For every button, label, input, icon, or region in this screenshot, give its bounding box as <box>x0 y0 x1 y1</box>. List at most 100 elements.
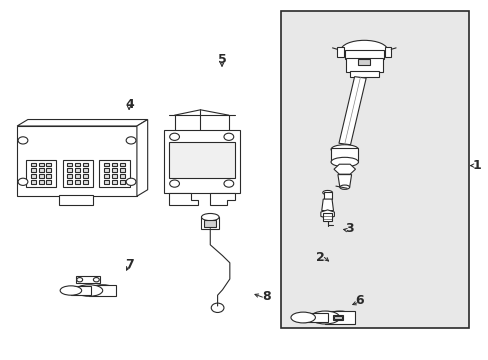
Bar <box>39 180 43 184</box>
Ellipse shape <box>201 213 219 221</box>
Bar <box>112 180 117 184</box>
Text: 3: 3 <box>345 222 353 235</box>
Bar <box>349 71 378 77</box>
Ellipse shape <box>310 311 339 324</box>
Bar <box>62 160 93 187</box>
Bar <box>31 168 36 172</box>
Bar <box>303 313 327 322</box>
Bar <box>120 168 124 172</box>
Bar <box>201 217 219 229</box>
Bar <box>333 316 341 319</box>
Circle shape <box>126 137 136 144</box>
Bar <box>323 213 331 221</box>
Text: 2: 2 <box>315 251 324 264</box>
Bar <box>163 130 239 193</box>
Bar <box>59 195 92 205</box>
Bar <box>120 163 124 166</box>
Ellipse shape <box>89 285 116 296</box>
Circle shape <box>224 180 233 187</box>
Bar <box>323 192 331 199</box>
Polygon shape <box>321 199 333 211</box>
Ellipse shape <box>290 312 315 323</box>
Bar <box>67 163 72 166</box>
Bar <box>168 142 234 178</box>
Polygon shape <box>320 210 334 219</box>
Ellipse shape <box>340 40 387 60</box>
Polygon shape <box>210 193 234 205</box>
Bar <box>71 286 91 295</box>
Text: 4: 4 <box>125 98 134 111</box>
Text: 8: 8 <box>262 291 270 303</box>
Bar <box>75 168 80 172</box>
Bar <box>112 163 117 166</box>
Circle shape <box>126 178 136 185</box>
Ellipse shape <box>330 145 358 154</box>
Bar <box>204 220 216 227</box>
Text: 5: 5 <box>218 53 226 66</box>
Bar <box>39 174 43 178</box>
Polygon shape <box>17 120 147 126</box>
Ellipse shape <box>330 157 358 167</box>
Bar <box>281 11 468 328</box>
Bar <box>83 174 88 178</box>
Polygon shape <box>333 164 355 174</box>
Bar <box>345 58 382 72</box>
Bar <box>46 168 51 172</box>
Bar <box>26 160 56 187</box>
Polygon shape <box>338 77 366 145</box>
Bar <box>75 174 80 178</box>
Bar <box>112 168 117 172</box>
Circle shape <box>18 137 28 144</box>
Polygon shape <box>76 276 100 283</box>
Bar <box>332 315 343 320</box>
Circle shape <box>224 133 233 140</box>
Text: 1: 1 <box>471 159 480 172</box>
Circle shape <box>169 133 179 140</box>
Bar <box>358 59 369 65</box>
Ellipse shape <box>60 286 81 295</box>
Bar <box>75 163 80 166</box>
Polygon shape <box>168 193 198 205</box>
Polygon shape <box>337 175 351 187</box>
Bar <box>89 285 116 296</box>
Bar <box>46 174 51 178</box>
Ellipse shape <box>339 185 349 189</box>
Bar <box>83 163 88 166</box>
Circle shape <box>18 178 28 185</box>
Bar <box>67 180 72 184</box>
Circle shape <box>211 303 224 312</box>
Bar <box>83 168 88 172</box>
Text: 6: 6 <box>354 294 363 307</box>
Bar <box>46 180 51 184</box>
Bar <box>75 180 80 184</box>
Bar <box>112 174 117 178</box>
Bar <box>31 163 36 166</box>
Ellipse shape <box>322 190 332 195</box>
Bar <box>67 174 72 178</box>
Bar <box>31 180 36 184</box>
Bar <box>104 163 109 166</box>
Bar <box>17 126 137 196</box>
Ellipse shape <box>75 285 102 296</box>
Bar <box>99 160 129 187</box>
Polygon shape <box>384 47 390 57</box>
Bar <box>120 174 124 178</box>
Bar <box>31 174 36 178</box>
Ellipse shape <box>325 311 354 324</box>
Bar <box>120 180 124 184</box>
Polygon shape <box>337 47 343 57</box>
Text: 7: 7 <box>125 258 134 271</box>
Bar <box>67 168 72 172</box>
Circle shape <box>195 157 205 164</box>
Bar <box>39 168 43 172</box>
Polygon shape <box>137 120 147 196</box>
Bar <box>104 180 109 184</box>
Circle shape <box>77 278 82 282</box>
Bar <box>330 148 358 162</box>
Bar <box>39 163 43 166</box>
Circle shape <box>93 278 99 282</box>
Bar <box>83 180 88 184</box>
Bar <box>104 168 109 172</box>
Bar <box>104 174 109 178</box>
Circle shape <box>169 180 179 187</box>
